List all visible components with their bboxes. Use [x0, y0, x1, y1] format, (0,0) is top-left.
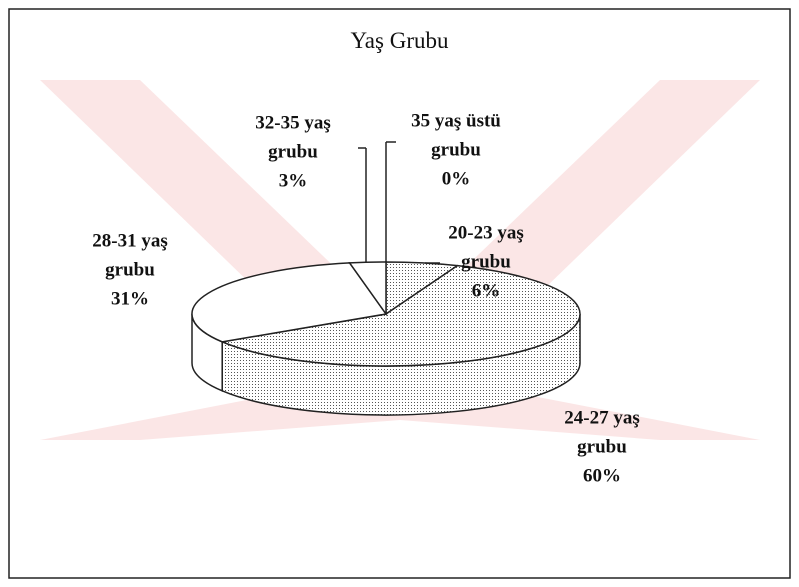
- slice-name: 28-31 yaş grubu: [92, 230, 168, 281]
- slice-value: 3%: [278, 170, 308, 192]
- chart-frame: [8, 8, 791, 579]
- slice-value: 6%: [471, 280, 501, 302]
- slice-value: 60%: [583, 465, 621, 487]
- slice-label: 32-35 yaş grubu 3%: [231, 109, 355, 196]
- slice-name: 35 yaş üstü grubu: [411, 110, 501, 161]
- slice-label: 20-23 yaş grubu 6%: [424, 219, 548, 306]
- pie: [191, 261, 581, 416]
- watermark: [40, 80, 760, 440]
- slice-label: 35 yaş üstü grubu 0%: [394, 107, 518, 194]
- slice-name: 20-23 yaş grubu: [448, 222, 524, 273]
- chart-title: Yaş Grubu: [350, 28, 449, 53]
- slice-value: 0%: [441, 168, 471, 190]
- slice-name: 32-35 yaş grubu: [255, 112, 331, 163]
- pie-slice: [191, 262, 388, 343]
- slice-label: 28-31 yaş grubu 31%: [68, 227, 192, 314]
- pie-slice: [219, 264, 581, 367]
- slice-label: 24-27 yaş grubu 60%: [540, 404, 664, 491]
- slice-value: 31%: [111, 288, 149, 310]
- slice-name: 24-27 yaş grubu: [564, 407, 640, 458]
